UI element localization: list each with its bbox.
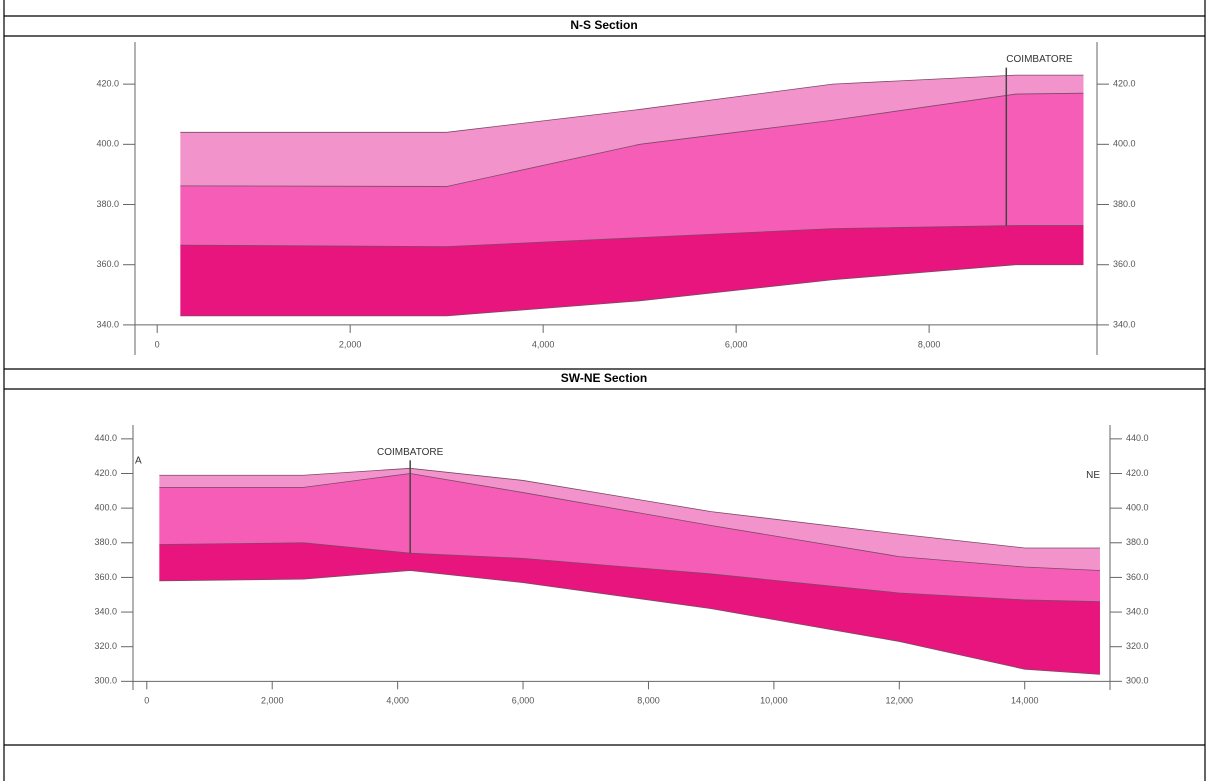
x-tick-label: 4,000 (532, 339, 555, 349)
y-tick-label: 340.0 (94, 606, 117, 616)
x-tick-label: 12,000 (886, 696, 914, 706)
y-tick-label: 420.0 (1126, 468, 1149, 478)
x-tick-label: 10,000 (760, 696, 788, 706)
y-tick-label: 420.0 (96, 79, 119, 89)
x-tick-label: 8,000 (637, 696, 660, 706)
y-tick-label: 300.0 (1126, 676, 1149, 686)
well-label: COIMBATORE (1006, 54, 1073, 65)
y-tick-label: 320.0 (1126, 641, 1149, 651)
x-tick-label: 8,000 (918, 339, 941, 349)
y-tick-label: 340.0 (1113, 319, 1136, 329)
y-tick-label: 300.0 (94, 676, 117, 686)
x-tick-label: 2,000 (339, 339, 362, 349)
y-tick-label: 380.0 (94, 537, 117, 547)
y-tick-label: 400.0 (94, 503, 117, 513)
y-tick-label: 360.0 (1113, 259, 1136, 269)
y-tick-label: 360.0 (1126, 572, 1149, 582)
y-tick-label: 340.0 (96, 319, 119, 329)
y-tick-label: 380.0 (96, 199, 119, 209)
well-label: COIMBATORE (377, 447, 444, 458)
x-tick-label: 0 (144, 696, 149, 706)
y-tick-label: 360.0 (96, 259, 119, 269)
x-tick-label: 6,000 (725, 339, 748, 349)
section-title: N-S Section (570, 18, 637, 32)
x-tick-label: 2,000 (261, 696, 284, 706)
y-tick-label: 400.0 (1126, 503, 1149, 513)
y-tick-label: 420.0 (1113, 79, 1136, 89)
y-tick-label: 440.0 (1126, 433, 1149, 443)
y-tick-label: 400.0 (96, 139, 119, 149)
end-label: A (135, 455, 142, 466)
page: N-S Section SW-NE Section 340.0 340.0 360.… (0, 0, 1208, 781)
x-tick-label: 6,000 (512, 696, 535, 706)
x-tick-label: 0 (155, 339, 160, 349)
x-tick-label: 14,000 (1011, 696, 1039, 706)
y-tick-label: 380.0 (1126, 537, 1149, 547)
y-tick-label: 340.0 (1126, 606, 1149, 616)
end-label: NE (1086, 470, 1100, 481)
y-tick-label: 360.0 (94, 572, 117, 582)
y-tick-label: 420.0 (94, 468, 117, 478)
x-tick-label: 4,000 (386, 696, 409, 706)
y-tick-label: 400.0 (1113, 139, 1136, 149)
section-title: SW-NE Section (561, 371, 647, 385)
y-tick-label: 320.0 (94, 641, 117, 651)
y-tick-label: 440.0 (94, 433, 117, 443)
y-tick-label: 380.0 (1113, 199, 1136, 209)
